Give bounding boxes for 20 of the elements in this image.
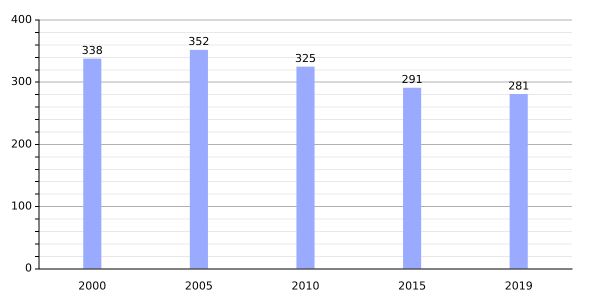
x-tick-label: 2015 <box>398 279 426 292</box>
y-tick-label: 300 <box>10 75 32 88</box>
x-tick-label: 2019 <box>504 279 533 292</box>
data-label: 352 <box>188 35 210 48</box>
bar <box>83 58 102 268</box>
data-label: 281 <box>508 79 530 92</box>
y-tick-label: 200 <box>10 137 32 150</box>
x-tick-label: 2005 <box>184 279 213 292</box>
x-tick-label: 2000 <box>78 279 106 292</box>
x-tick-label: 2010 <box>292 279 320 292</box>
data-label: 338 <box>82 44 103 57</box>
y-tick-label: 0 <box>24 262 32 275</box>
bar <box>190 50 208 268</box>
data-label: 325 <box>295 52 316 66</box>
y-tick-label: 400 <box>10 12 32 26</box>
y-tick-label: 100 <box>10 199 32 212</box>
data-label: 291 <box>402 73 423 86</box>
bar <box>296 66 315 268</box>
bar <box>403 88 422 268</box>
bar <box>510 94 528 268</box>
